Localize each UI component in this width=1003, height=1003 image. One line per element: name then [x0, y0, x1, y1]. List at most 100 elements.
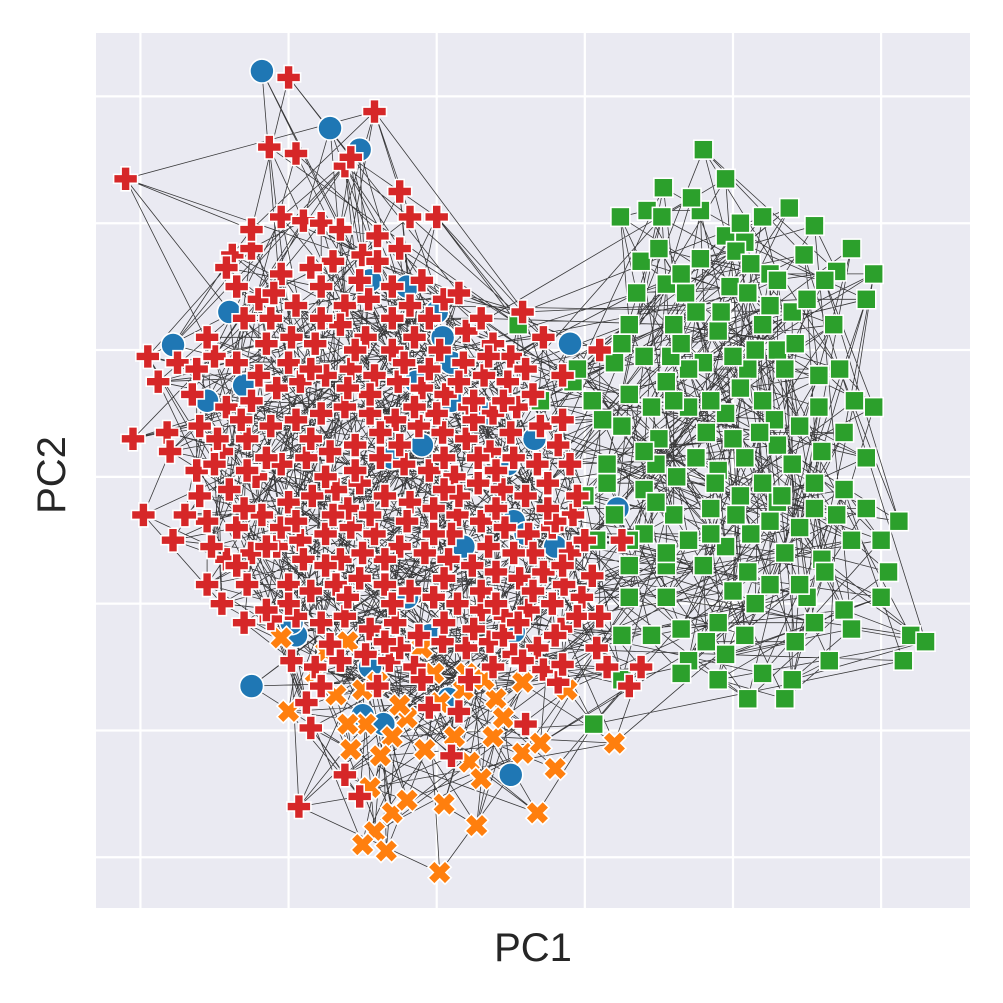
point-plus [423, 204, 450, 230]
point-plus [312, 463, 339, 490]
point-plus [268, 261, 295, 287]
point-square [833, 479, 855, 500]
point-square [833, 422, 855, 443]
point-square [610, 206, 631, 228]
point-square [719, 276, 741, 297]
point-plus [194, 571, 220, 598]
point-square [651, 206, 673, 228]
point-plus [201, 343, 228, 370]
point-plus [446, 698, 472, 725]
point-plus [483, 559, 509, 585]
point-plus [312, 521, 339, 547]
point-square [744, 593, 766, 614]
point-square [915, 631, 936, 652]
point-square [596, 472, 618, 494]
point-plus [308, 673, 335, 699]
point-square [740, 253, 762, 275]
point-plus [429, 419, 456, 446]
point-plus [234, 425, 260, 452]
point-square [618, 314, 640, 335]
point-x [431, 791, 457, 817]
point-plus [332, 292, 358, 319]
point-square [841, 618, 862, 640]
point-plus [183, 457, 210, 484]
point-plus [308, 305, 335, 332]
point-square [685, 301, 707, 323]
point-square [804, 612, 825, 633]
point-x [394, 787, 420, 814]
point-plus [364, 223, 391, 249]
point-square [841, 529, 862, 551]
point-square [690, 248, 711, 270]
point-square [700, 523, 722, 545]
point-plus [468, 305, 495, 332]
point-square [771, 485, 793, 507]
point-square [722, 428, 744, 450]
point-plus [515, 597, 542, 623]
point-square [823, 314, 845, 335]
point-plus [551, 571, 577, 598]
point-plus [157, 438, 183, 465]
point-x [480, 723, 506, 750]
point-plus [557, 451, 583, 478]
point-square [700, 498, 722, 519]
point-plus [228, 406, 254, 433]
point-plus [260, 280, 287, 306]
point-plus [416, 356, 443, 382]
point-square [581, 390, 603, 412]
point-square [663, 390, 685, 412]
point-square [704, 472, 726, 494]
point-plus [290, 546, 317, 573]
point-square [808, 365, 830, 386]
point-x [412, 736, 438, 763]
point-plus [385, 368, 412, 395]
point-square [737, 561, 759, 583]
point-square [633, 346, 655, 367]
point-plus [164, 349, 191, 376]
point-plus [342, 457, 369, 484]
point-plus [361, 362, 388, 389]
point-square [833, 599, 855, 621]
point-plus [337, 356, 364, 382]
point-plus [391, 349, 417, 376]
point-plus [367, 419, 394, 446]
point-x [463, 812, 490, 839]
point-plus [409, 267, 435, 294]
point-plus [223, 273, 250, 300]
point-square [737, 688, 759, 710]
point-plus [386, 432, 413, 458]
point-square [670, 263, 692, 285]
point-plus [253, 330, 280, 357]
point-square [693, 139, 714, 160]
point-plus [231, 495, 257, 522]
point-square [767, 339, 788, 361]
point-plus [361, 521, 388, 547]
point-plus [444, 502, 471, 528]
point-plus [238, 387, 265, 414]
point-plus [444, 590, 471, 617]
point-plus [297, 425, 324, 452]
point-plus [283, 140, 309, 167]
point-plus [275, 349, 302, 376]
point-plus [308, 210, 335, 236]
point-plus [317, 438, 343, 465]
point-plus [112, 166, 139, 192]
point-plus [253, 597, 280, 623]
point-square [793, 244, 815, 266]
point-plus [382, 406, 409, 433]
point-square [844, 390, 865, 412]
point-plus [512, 483, 539, 509]
point-plus [283, 292, 309, 319]
point-plus [432, 381, 459, 408]
point-plus [386, 235, 413, 262]
point-square [774, 542, 796, 564]
point-plus [594, 654, 620, 680]
point-plus [179, 381, 206, 408]
point-square [856, 498, 877, 519]
point-plus [450, 349, 477, 376]
point-plus [483, 590, 509, 617]
point-plus [420, 495, 447, 522]
point-square [678, 358, 699, 380]
point-square [596, 453, 618, 475]
point-plus [426, 337, 453, 363]
